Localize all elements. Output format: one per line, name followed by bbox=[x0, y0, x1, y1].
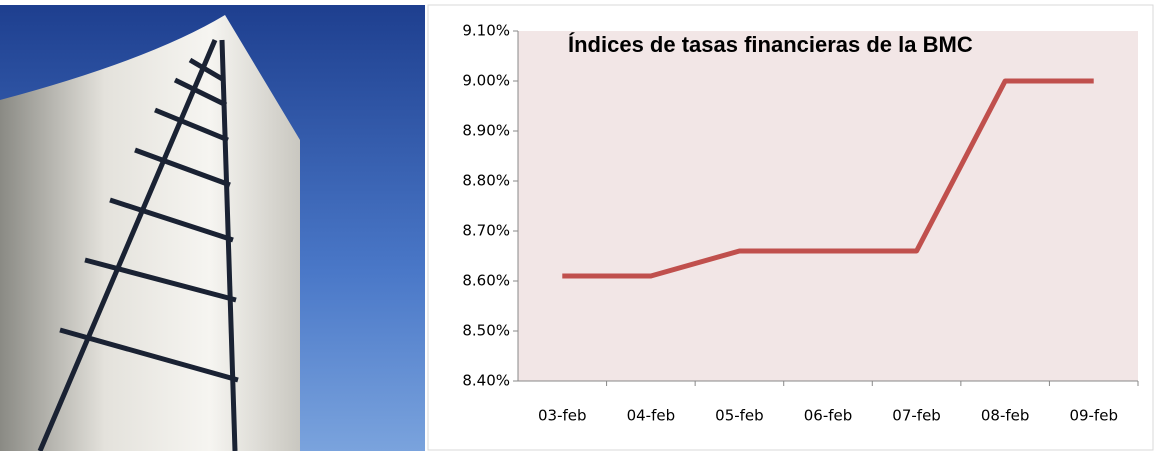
x-tick-label: 07-feb bbox=[892, 407, 941, 425]
x-tick-label: 09-feb bbox=[1069, 407, 1118, 425]
y-tick-label: 8.60% bbox=[462, 272, 510, 290]
y-tick-label: 8.70% bbox=[462, 222, 510, 240]
x-tick-label: 06-feb bbox=[804, 407, 853, 425]
y-tick-label: 8.40% bbox=[462, 372, 510, 390]
x-tick-label: 05-feb bbox=[715, 407, 764, 425]
y-tick-label: 9.00% bbox=[462, 72, 510, 90]
page: Índices de tasas financieras de la BMC 8… bbox=[0, 0, 1154, 451]
x-tick-label: 03-feb bbox=[538, 407, 587, 425]
y-tick-label: 8.50% bbox=[462, 322, 510, 340]
y-tick-label: 8.90% bbox=[462, 122, 510, 140]
chart-title: Índices de tasas financieras de la BMC bbox=[568, 32, 973, 57]
x-tick-label: 08-feb bbox=[981, 407, 1030, 425]
photo bbox=[0, 5, 425, 451]
x-tick-label: 04-feb bbox=[627, 407, 676, 425]
y-tick-label: 8.80% bbox=[462, 172, 510, 190]
y-tick-label: 9.10% bbox=[462, 22, 510, 40]
